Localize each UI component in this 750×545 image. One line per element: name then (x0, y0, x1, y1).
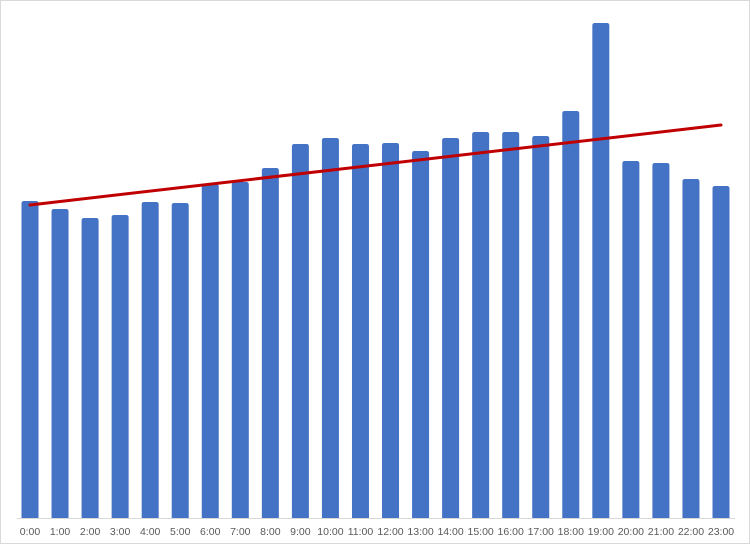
x-tick-label: 16:00 (498, 526, 524, 538)
bar-15-00 (472, 132, 490, 518)
x-tick-label: 17:00 (528, 526, 554, 538)
bar-7-00 (231, 182, 249, 518)
x-tick-label: 13:00 (407, 526, 433, 538)
x-tick-label: 12:00 (377, 526, 403, 538)
bar-1-00 (51, 209, 69, 518)
bar-20-00 (622, 161, 640, 518)
bar-16-00 (502, 132, 520, 518)
bar-22-00 (682, 179, 700, 518)
x-tick-label: 22:00 (678, 526, 704, 538)
x-tick-label: 14:00 (437, 526, 463, 538)
x-tick-label: 3:00 (110, 526, 131, 538)
x-tick-label: 15:00 (468, 526, 494, 538)
x-tick-label: 9:00 (290, 526, 311, 538)
bar-4-00 (141, 202, 159, 518)
x-tick-label: 1:00 (50, 526, 71, 538)
bar-6-00 (201, 184, 219, 518)
bar-19-00 (592, 23, 610, 518)
bar-12-00 (382, 143, 400, 518)
x-tick-label: 4:00 (140, 526, 161, 538)
bar-9-00 (291, 144, 309, 518)
x-tick-label: 10:00 (317, 526, 343, 538)
x-tick-label: 18:00 (558, 526, 584, 538)
x-tick-label: 23:00 (708, 526, 734, 538)
bar-5-00 (171, 203, 189, 518)
x-tick-label: 0:00 (20, 526, 41, 538)
bar-0-00 (21, 201, 39, 518)
x-tick-label: 11:00 (348, 526, 374, 538)
bar-21-00 (652, 163, 670, 518)
bar-11-00 (351, 144, 369, 518)
x-tick-label: 5:00 (170, 526, 191, 538)
x-tick-label: 21:00 (648, 526, 674, 538)
bar-14-00 (442, 138, 460, 518)
x-tick-label: 6:00 (200, 526, 221, 538)
bar-8-00 (261, 168, 279, 518)
trendline (28, 123, 723, 207)
x-tick-label: 19:00 (588, 526, 614, 538)
bars-group (21, 23, 730, 518)
bar-13-00 (412, 151, 430, 518)
x-tick-label: 2:00 (80, 526, 101, 538)
x-tick-label: 7:00 (230, 526, 251, 538)
bar-23-00 (712, 186, 730, 518)
x-tick-label: 8:00 (260, 526, 281, 538)
x-tick-label: 20:00 (618, 526, 644, 538)
bar-2-00 (81, 218, 99, 518)
bar-18-00 (562, 111, 580, 518)
bar-10-00 (321, 138, 339, 518)
x-tick-labels: 0:00 1:00 2:00 3:00 4:00 5:00 6:00 7:00 8:00 9:00… (20, 526, 735, 538)
bar-3-00 (111, 215, 129, 518)
bar-17-00 (532, 136, 550, 518)
